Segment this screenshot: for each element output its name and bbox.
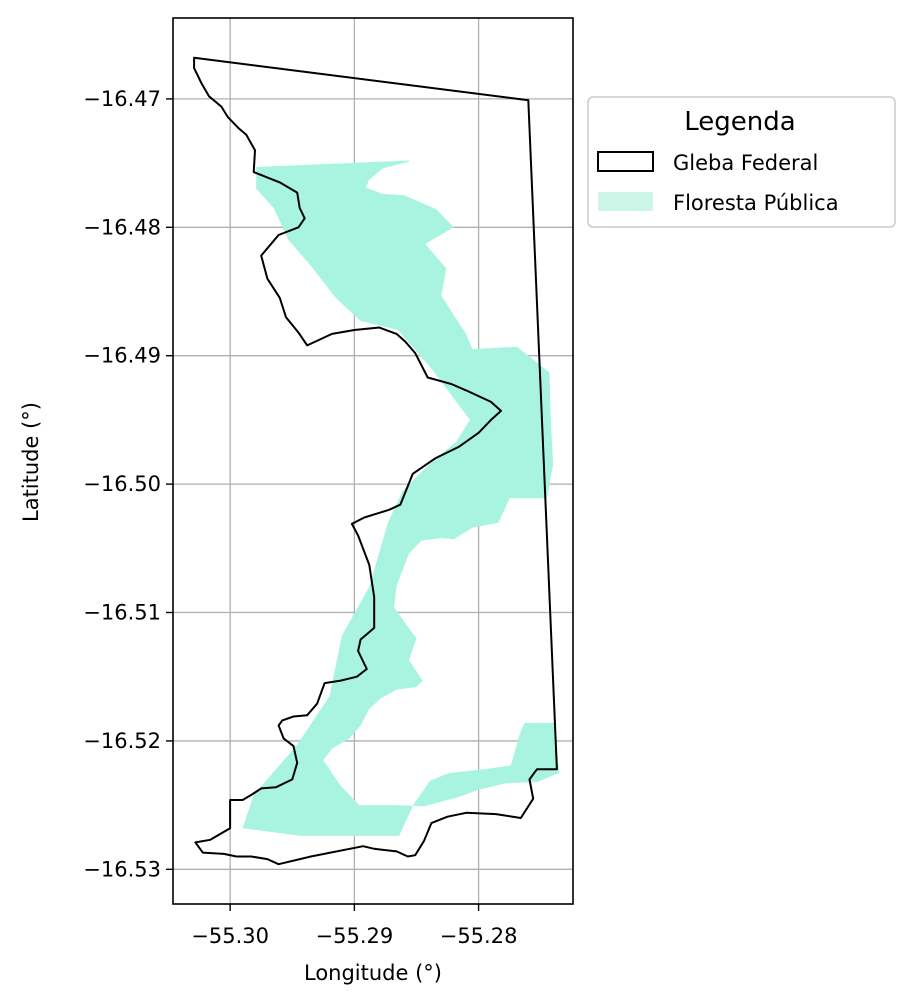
- y-axis-label: Latitude (°): [19, 402, 43, 522]
- plot-frame: [172, 17, 574, 905]
- legend-label-gleba-federal: Gleba Federal: [673, 151, 818, 175]
- legend-label-floresta-publica: Floresta Pública: [673, 191, 839, 215]
- map-layers: [193, 56, 560, 866]
- y-tick-label: −16.51: [83, 601, 161, 625]
- x-axis-label: Longitude (°): [304, 961, 442, 985]
- legend-frame: [587, 96, 896, 228]
- y-tick-label: −16.50: [83, 472, 161, 496]
- x-axis-ticks: −55.30 −55.29 −55.28: [191, 904, 517, 948]
- floresta-p-blica-polygon: [242, 160, 560, 836]
- y-tick-label: −16.48: [83, 215, 161, 239]
- y-tick-label: −16.49: [83, 344, 161, 368]
- gleba-federal-polygon: [193, 56, 558, 866]
- legend-swatch-floresta-publica: [598, 192, 653, 211]
- legend: Legenda Gleba Federal Floresta Pública: [587, 96, 896, 228]
- x-tick-label: −55.28: [440, 924, 518, 948]
- y-tick-label: −16.47: [83, 87, 161, 111]
- legend-swatch-gleba-federal: [597, 151, 654, 172]
- y-tick-label: −16.53: [83, 857, 161, 881]
- y-tick-label: −16.52: [83, 729, 161, 753]
- legend-title: Legenda: [684, 107, 795, 137]
- y-axis-ticks: −16.47 −16.48 −16.49 −16.50 −16.51 −16.52 −16.…: [83, 87, 173, 881]
- x-tick-label: −55.30: [191, 924, 269, 948]
- x-tick-label: −55.29: [316, 924, 394, 948]
